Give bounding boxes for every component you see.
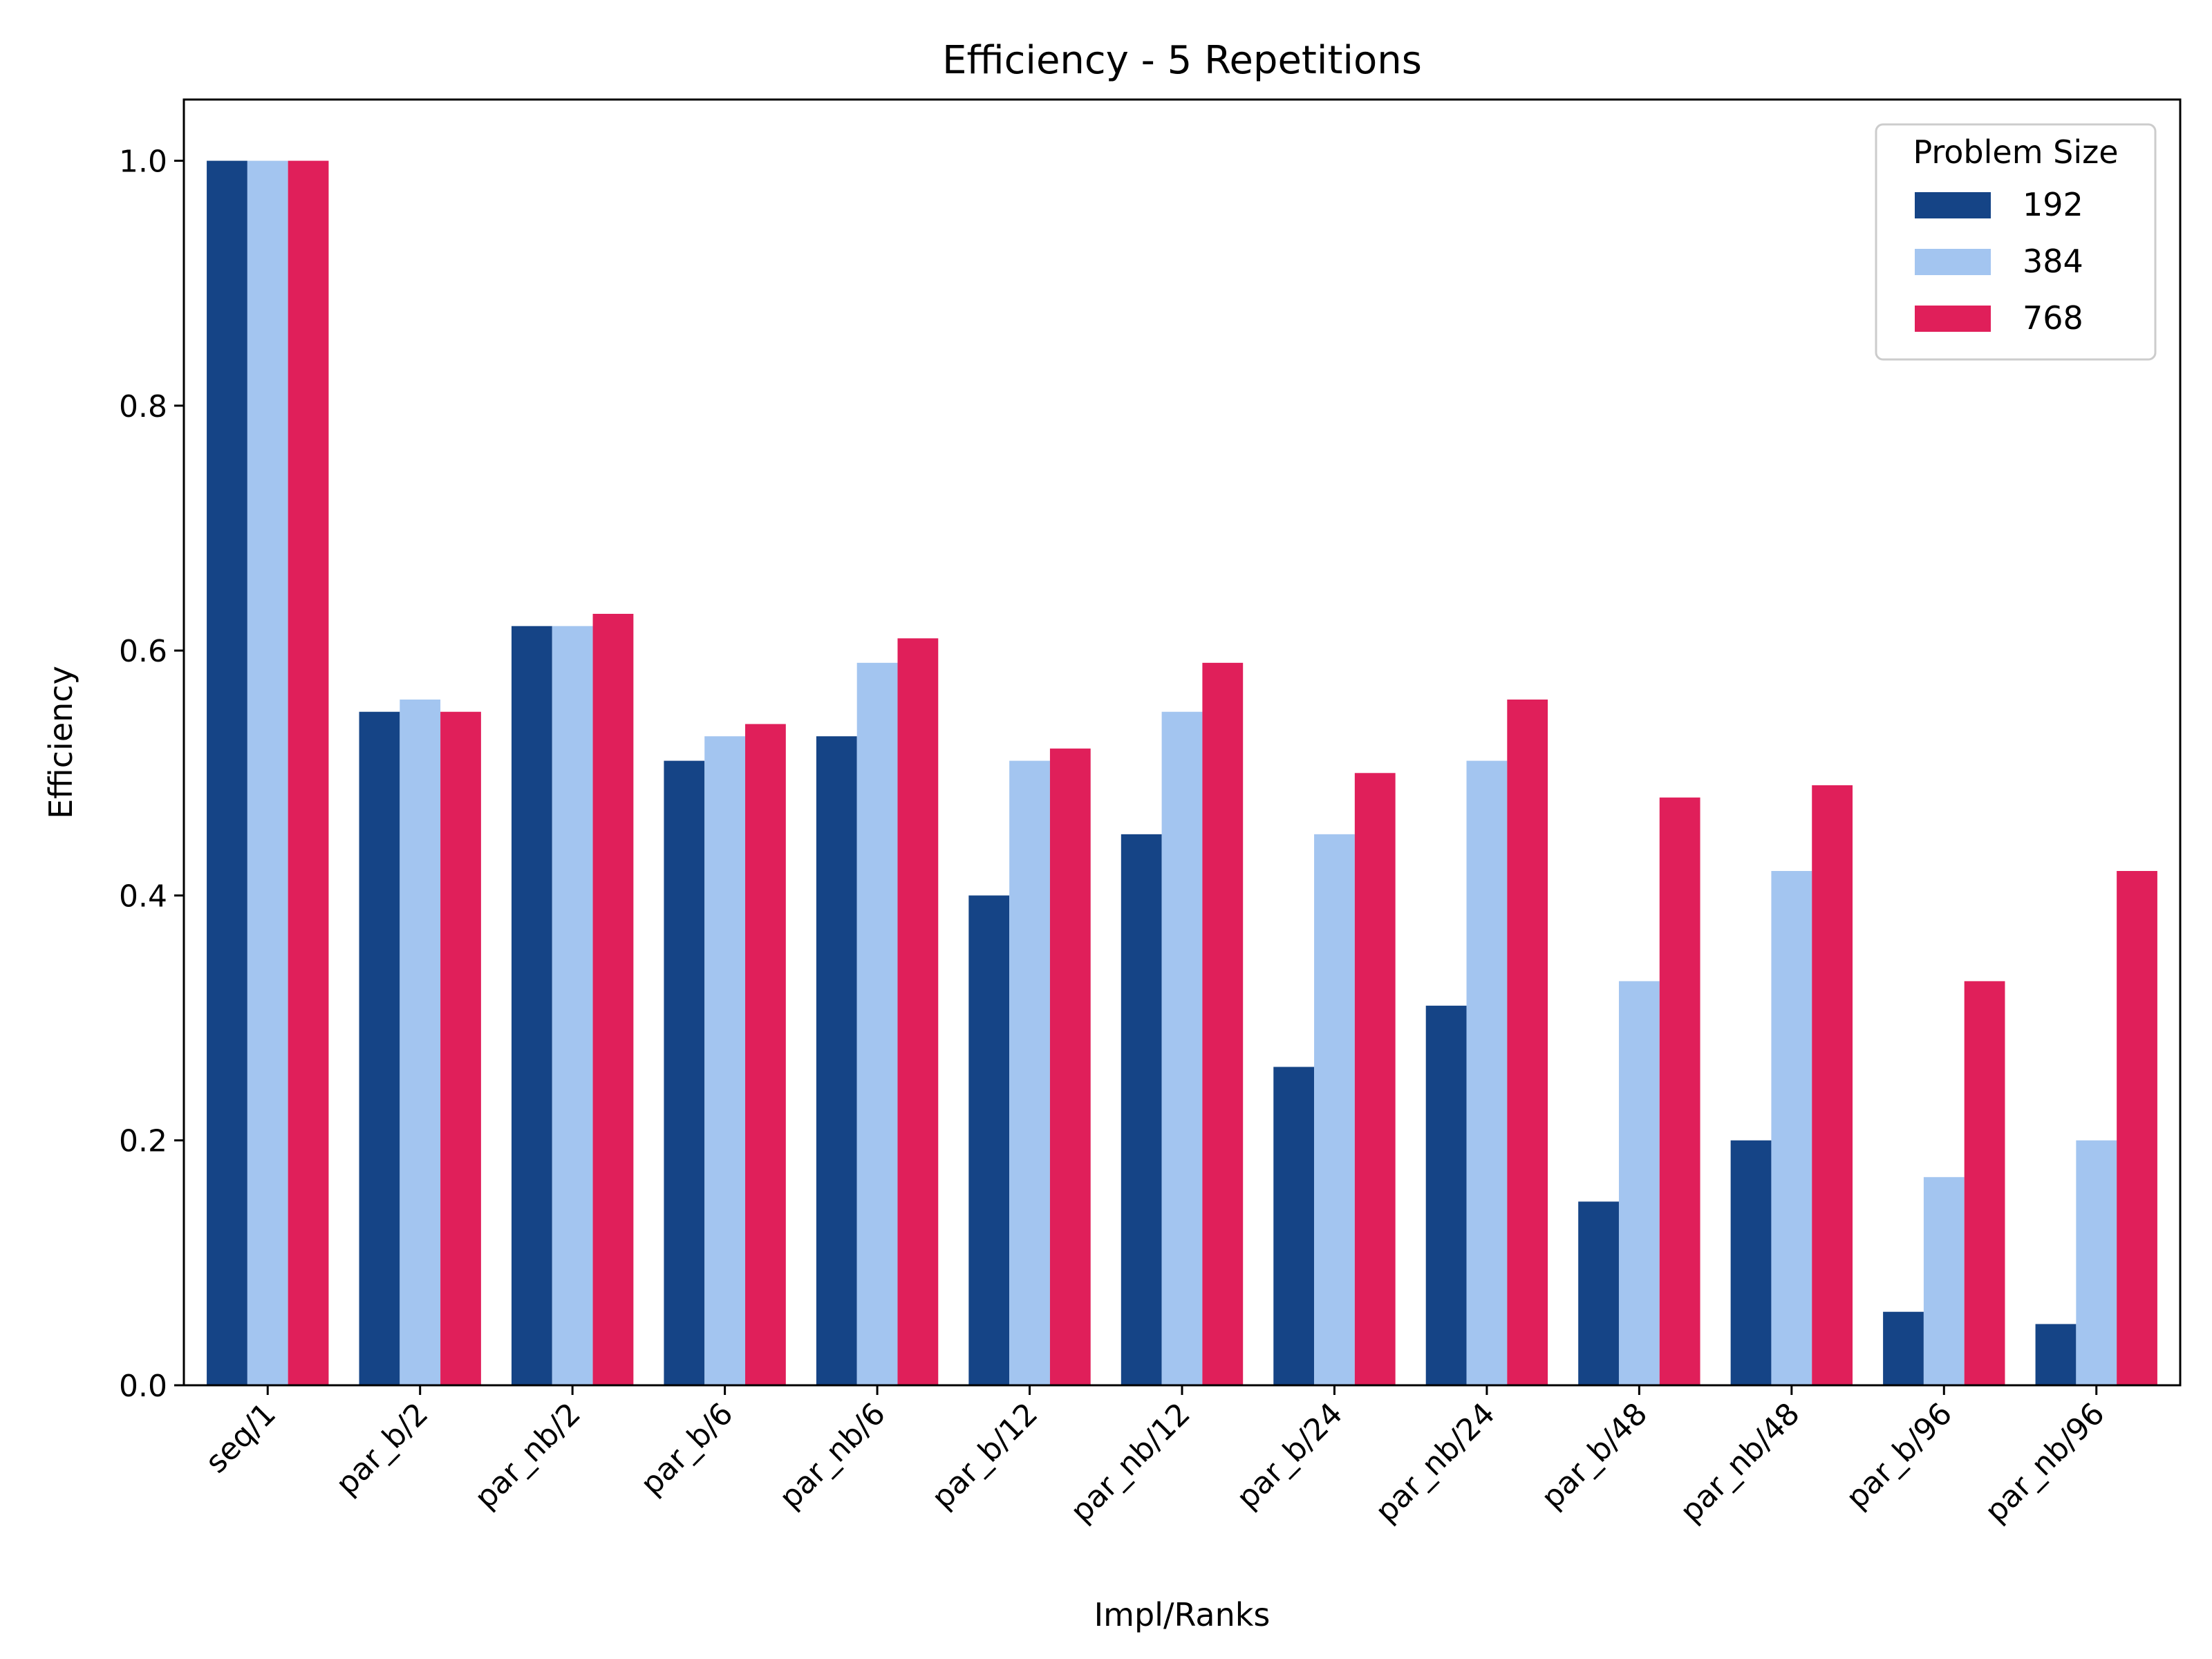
bar-par-b-96-192 [1883, 1311, 1924, 1385]
x-axis-label: Impl/Ranks [1094, 1596, 1271, 1633]
legend-label-384: 384 [2023, 243, 2083, 280]
y-tick-label: 0.8 [119, 389, 167, 424]
bar-par-nb-12-384 [1161, 711, 1203, 1385]
bar-par-b-96-384 [1923, 1177, 1965, 1385]
bar-par-nb-48-384 [1771, 871, 1812, 1385]
bar-par-b-24-192 [1273, 1067, 1315, 1385]
legend-frame [1875, 123, 2157, 361]
y-axis-label: Efficiency [42, 666, 79, 819]
chart-title: Efficiency - 5 Repetitions [942, 38, 1422, 83]
bar-par-nb-96-192 [2035, 1324, 2077, 1385]
y-tick-label: 0.0 [119, 1369, 167, 1404]
bars-group [207, 160, 2157, 1386]
bar-seq-1-192 [207, 160, 247, 1386]
bar-par-nb-2-192 [511, 626, 552, 1385]
bar-par-b-2-192 [359, 711, 400, 1385]
bar-par-b-6-192 [664, 760, 705, 1385]
bar-par-nb-12-768 [1202, 662, 1244, 1385]
bar-par-nb-96-384 [2076, 1140, 2117, 1385]
bar-par-b-12-384 [1009, 760, 1050, 1385]
bar-par-b-48-768 [1659, 797, 1700, 1385]
y-tick-label: 1.0 [119, 144, 167, 180]
bar-par-b-12-768 [1049, 748, 1091, 1385]
bar-par-b-2-768 [440, 711, 481, 1385]
bar-par-nb-96-768 [2117, 871, 2157, 1385]
bar-par-nb-12-192 [1121, 834, 1162, 1385]
legend-swatch-192 [1915, 192, 1991, 218]
bar-par-b-6-384 [704, 736, 746, 1385]
bar-par-b-96-768 [1964, 981, 2005, 1385]
bar-par-nb-24-192 [1425, 1005, 1467, 1385]
bar-par-b-6-768 [745, 724, 786, 1385]
bar-par-nb-24-768 [1507, 700, 1548, 1385]
bar-par-nb-2-384 [552, 626, 593, 1385]
bar-par-nb-6-384 [856, 662, 898, 1385]
legend-label-192: 192 [2023, 186, 2083, 223]
bar-par-b-24-384 [1314, 834, 1355, 1385]
bar-par-nb-48-768 [1812, 785, 1853, 1385]
bar-par-b-48-192 [1578, 1201, 1619, 1385]
y-tick-label: 0.4 [119, 879, 167, 914]
bar-par-nb-6-192 [816, 736, 857, 1385]
bar-par-b-12-192 [968, 895, 1010, 1385]
y-tick-label: 0.2 [119, 1124, 167, 1159]
legend-title: Problem Size [1913, 133, 2118, 171]
legend-swatch-384 [1915, 249, 1991, 275]
legend-label-768: 768 [2023, 299, 2083, 337]
legend: Problem Size 192 384 768 [1875, 123, 2157, 361]
bar-par-nb-24-384 [1466, 760, 1508, 1385]
y-tick-label: 0.6 [119, 634, 167, 669]
legend-swatch-768 [1915, 306, 1991, 332]
bar-seq-1-384 [247, 160, 288, 1386]
y-axis: 0.0 0.2 0.4 0.6 0.8 1.0 [119, 144, 184, 1404]
bar-par-nb-2-768 [592, 614, 634, 1385]
bar-par-nb-48-192 [1730, 1140, 1772, 1385]
bar-seq-1-768 [288, 160, 329, 1386]
bar-par-b-48-384 [1618, 981, 1660, 1385]
bar-par-b-24-768 [1354, 773, 1396, 1385]
bar-par-b-2-384 [400, 700, 441, 1385]
bar-par-nb-6-768 [897, 638, 939, 1385]
